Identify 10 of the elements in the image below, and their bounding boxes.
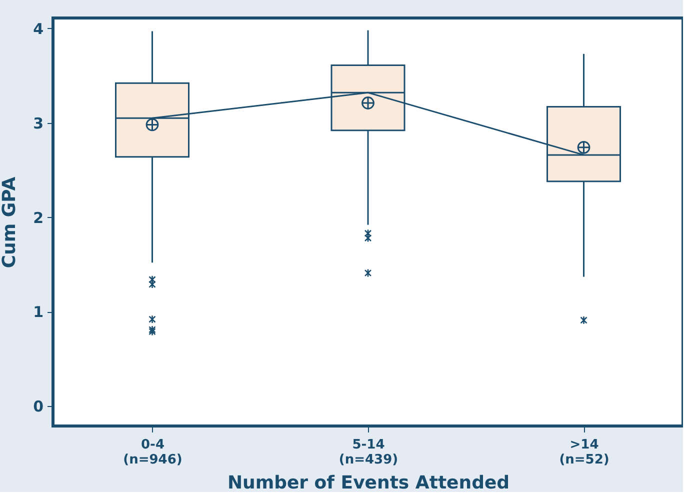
x-tick-label: 5-14 (n=439) [338,438,398,468]
y-tick-label: 0 [33,398,44,416]
x-tick-label: 0-4 (n=946) [123,438,182,468]
y-axis-title: Cum GPA [0,176,20,268]
y-tick-label: 2 [33,208,44,227]
x-tick-label: >14 (n=52) [559,438,610,468]
y-tick-label: 1 [33,303,44,322]
y-tick-label: 3 [33,114,44,132]
y-tick-label: 4 [33,20,44,38]
x-axis-title: Number of Events Attended [227,472,510,494]
